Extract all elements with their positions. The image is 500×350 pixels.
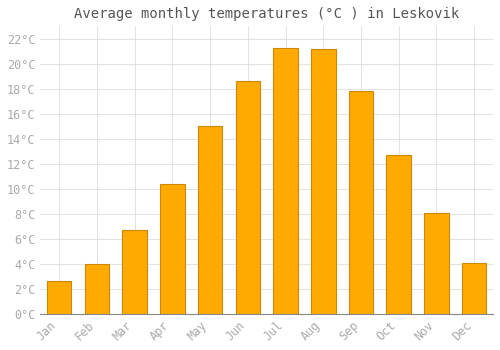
Bar — [462, 262, 486, 314]
Bar — [84, 264, 109, 314]
Bar — [386, 155, 411, 314]
Bar — [122, 230, 147, 314]
Bar — [274, 48, 298, 314]
Bar — [198, 126, 222, 314]
Bar — [236, 81, 260, 314]
Bar — [311, 49, 336, 314]
Bar — [160, 184, 184, 314]
Title: Average monthly temperatures (°C ) in Leskovik: Average monthly temperatures (°C ) in Le… — [74, 7, 460, 21]
Bar — [47, 281, 72, 314]
Bar — [348, 91, 374, 314]
Bar — [424, 212, 448, 314]
